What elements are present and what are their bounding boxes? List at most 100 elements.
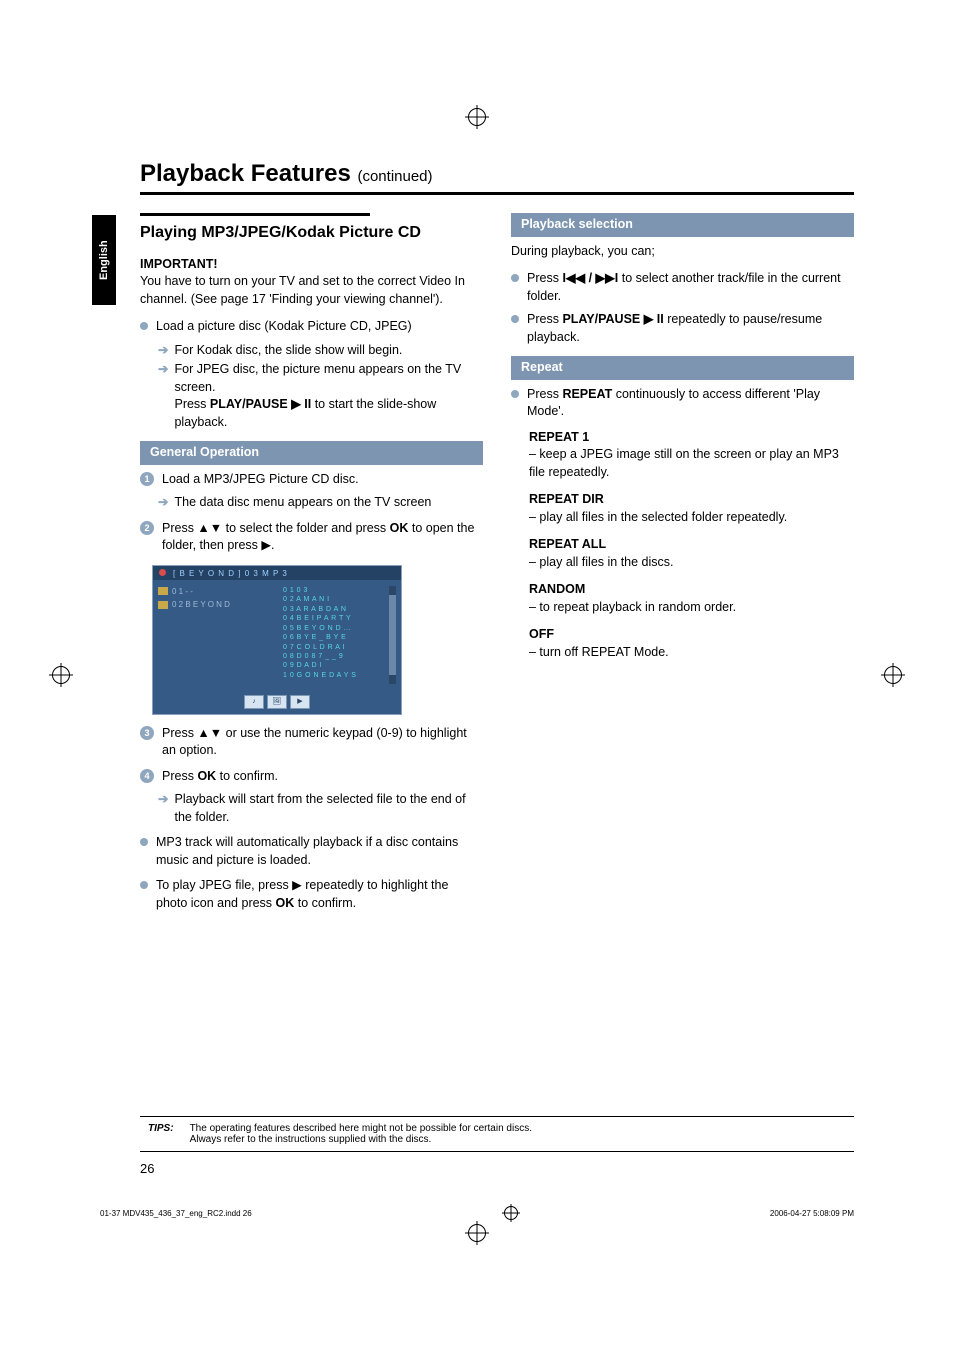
bullet-jpeg-play: To play JPEG file, press ▶ repeatedly to… <box>140 877 483 912</box>
pb2-bold: PLAY/PAUSE ▶ II <box>562 312 663 326</box>
track-item: 0 3 A R A B D A N <box>283 605 389 614</box>
bullet-icon <box>511 390 519 398</box>
page-number: 26 <box>140 1161 154 1176</box>
arrow-icon: ➔ <box>158 361 168 431</box>
player-btn-play-icon: ▶ <box>290 695 310 709</box>
play-pause-label: PLAY/PAUSE ▶ II <box>210 397 311 411</box>
pb-bullet-2: Press PLAY/PAUSE ▶ II repeatedly to paus… <box>511 311 854 346</box>
heading-continued: (continued) <box>357 168 432 185</box>
bar-general-operation: General Operation <box>140 441 483 465</box>
bullet-load-disc: Load a picture disc (Kodak Picture CD, J… <box>140 318 483 336</box>
sub-rule <box>140 213 370 216</box>
step-4-prefix: Press <box>162 769 197 783</box>
footer: 01-37 MDV435_436_37_eng_RC2.indd 26 2006… <box>100 1206 854 1220</box>
bullet-jpeg-ok: OK <box>276 896 295 910</box>
bullet-load-disc-text: Load a picture disc (Kodak Picture CD, J… <box>156 318 412 336</box>
important-label: IMPORTANT! <box>140 257 218 271</box>
step-number-4: 4 <box>140 769 154 783</box>
sub-title: Playing MP3/JPEG/Kodak Picture CD <box>140 222 483 244</box>
track-item: 0 6 B Y E _ B Y E <box>283 633 389 642</box>
player-indicator-icon <box>159 569 166 576</box>
player-topbar-text: [ B E Y O N D ] 0 3 M P 3 <box>159 569 288 578</box>
player-btn-image-icon: 🖼 <box>267 695 287 709</box>
off-title: OFF <box>529 626 854 644</box>
player-buttons: ♪ 🖼 ▶ <box>244 695 310 709</box>
arrow-icon: ➔ <box>158 791 168 826</box>
player-screenshot: [ B E Y O N D ] 0 3 M P 3 0 1 - - 0 2 B … <box>152 565 402 715</box>
footer-left: 01-37 MDV435_436_37_eng_RC2.indd 26 <box>100 1209 252 1218</box>
off-text: – turn off REPEAT Mode. <box>529 644 854 662</box>
repeat-bullet: Press REPEAT continuously to access diff… <box>511 386 854 421</box>
player-scrollbar <box>389 586 396 684</box>
press-prefix: Press <box>174 397 209 411</box>
step-3: 3 Press ▲▼ or use the numeric keypad (0-… <box>140 725 483 760</box>
arrow-icon: ➔ <box>158 342 168 360</box>
reg-mark-right <box>884 666 902 684</box>
step-2-ok: OK <box>390 521 409 535</box>
track-item: 0 2 A M A N I <box>283 595 389 604</box>
pb2-prefix: Press <box>527 312 562 326</box>
bullet-icon <box>140 322 148 330</box>
track-item: 0 1 0 3 <box>283 586 389 595</box>
step-4-sub-text: Playback will start from the selected fi… <box>174 791 483 826</box>
arrow-icon: ➔ <box>158 494 168 512</box>
sub-kodak-text: For Kodak disc, the slide show will begi… <box>174 342 402 360</box>
pb1-prefix: Press <box>527 271 562 285</box>
random-text: – to repeat playback in random order. <box>529 599 854 617</box>
step-3-text: Press ▲▼ or use the numeric keypad (0-9)… <box>162 725 483 760</box>
step-4-ok: OK <box>197 769 216 783</box>
step-1-sub: ➔ The data disc menu appears on the TV s… <box>158 494 483 512</box>
bar-repeat: Repeat <box>511 356 854 380</box>
right-column: Playback selection During playback, you … <box>511 213 854 918</box>
player-folder-2: 0 2 B E Y O N D <box>172 599 230 610</box>
repeat-dir-text: – play all files in the selected folder … <box>529 509 854 527</box>
heading-rule <box>140 192 854 195</box>
repeat-all-title: REPEAT ALL <box>529 536 854 554</box>
page-content: Playback Features (continued) Playing MP… <box>140 160 854 1180</box>
track-item: 0 5 B E Y O N D ... <box>283 624 389 633</box>
tips-line-1: The operating features described here mi… <box>190 1123 532 1134</box>
bullet-mp3-auto: MP3 track will automatically playback if… <box>140 834 483 869</box>
track-item: 1 0 G O N E D A Y S <box>283 671 389 680</box>
repeat-all-text: – play all files in the discs. <box>529 554 854 572</box>
bullet-icon <box>140 881 148 889</box>
repeat-dir-title: REPEAT DIR <box>529 491 854 509</box>
repeat-1-text: – keep a JPEG image still on the screen … <box>529 446 854 481</box>
folder-icon <box>158 587 168 595</box>
track-item: 0 7 C O L D R A I <box>283 643 389 652</box>
footer-right: 2006-04-27 5:08:09 PM <box>770 1209 854 1218</box>
pb1-glyph: I◀◀ / ▶▶I <box>562 271 618 285</box>
step-number-3: 3 <box>140 726 154 740</box>
step-4-suffix: to confirm. <box>216 769 278 783</box>
reg-mark-left <box>52 666 70 684</box>
tips-line-2: Always refer to the instructions supplie… <box>190 1134 432 1145</box>
heading-main: Playback Features <box>140 160 351 187</box>
track-item: 0 9 D A D I <box>283 661 389 670</box>
player-btn-music-icon: ♪ <box>244 695 264 709</box>
player-topbar: [ B E Y O N D ] 0 3 M P 3 <box>153 566 401 580</box>
sub-kodak: ➔ For Kodak disc, the slide show will be… <box>158 342 483 360</box>
sub-jpeg-text: For JPEG disc, the picture menu appears … <box>174 362 461 394</box>
bullet-icon <box>511 274 519 282</box>
language-tab: English <box>92 215 116 305</box>
reg-mark-bottom <box>468 1224 486 1242</box>
bullet-mp3-auto-text: MP3 track will automatically playback if… <box>156 834 483 869</box>
pb-bullet-1: Press I◀◀ / ▶▶I to select another track/… <box>511 270 854 305</box>
bullet-jpeg-suffix: to confirm. <box>294 896 356 910</box>
footer-reg-mark <box>504 1206 518 1220</box>
step-2-prefix: Press ▲▼ to select the folder and press <box>162 521 390 535</box>
track-item: 0 8 D 0 8 7 _ _ 9 <box>283 652 389 661</box>
random-title: RANDOM <box>529 581 854 599</box>
important-text: You have to turn on your TV and set to t… <box>140 274 465 306</box>
page-heading: Playback Features (continued) <box>140 160 854 188</box>
step-1: 1 Load a MP3/JPEG Picture CD disc. <box>140 471 483 489</box>
player-folder-1: 0 1 - - <box>172 586 193 597</box>
sub-jpeg: ➔ For JPEG disc, the picture menu appear… <box>158 361 483 431</box>
tips-box: TIPS: The operating features described h… <box>140 1116 854 1152</box>
step-4: 4 Press OK to confirm. <box>140 768 483 786</box>
tips-label: TIPS: <box>148 1123 174 1134</box>
track-item: 0 4 B E I P A R T Y <box>283 614 389 623</box>
step-2: 2 Press ▲▼ to select the folder and pres… <box>140 520 483 555</box>
rep-bold: REPEAT <box>562 387 612 401</box>
step-4-sub: ➔ Playback will start from the selected … <box>158 791 483 826</box>
